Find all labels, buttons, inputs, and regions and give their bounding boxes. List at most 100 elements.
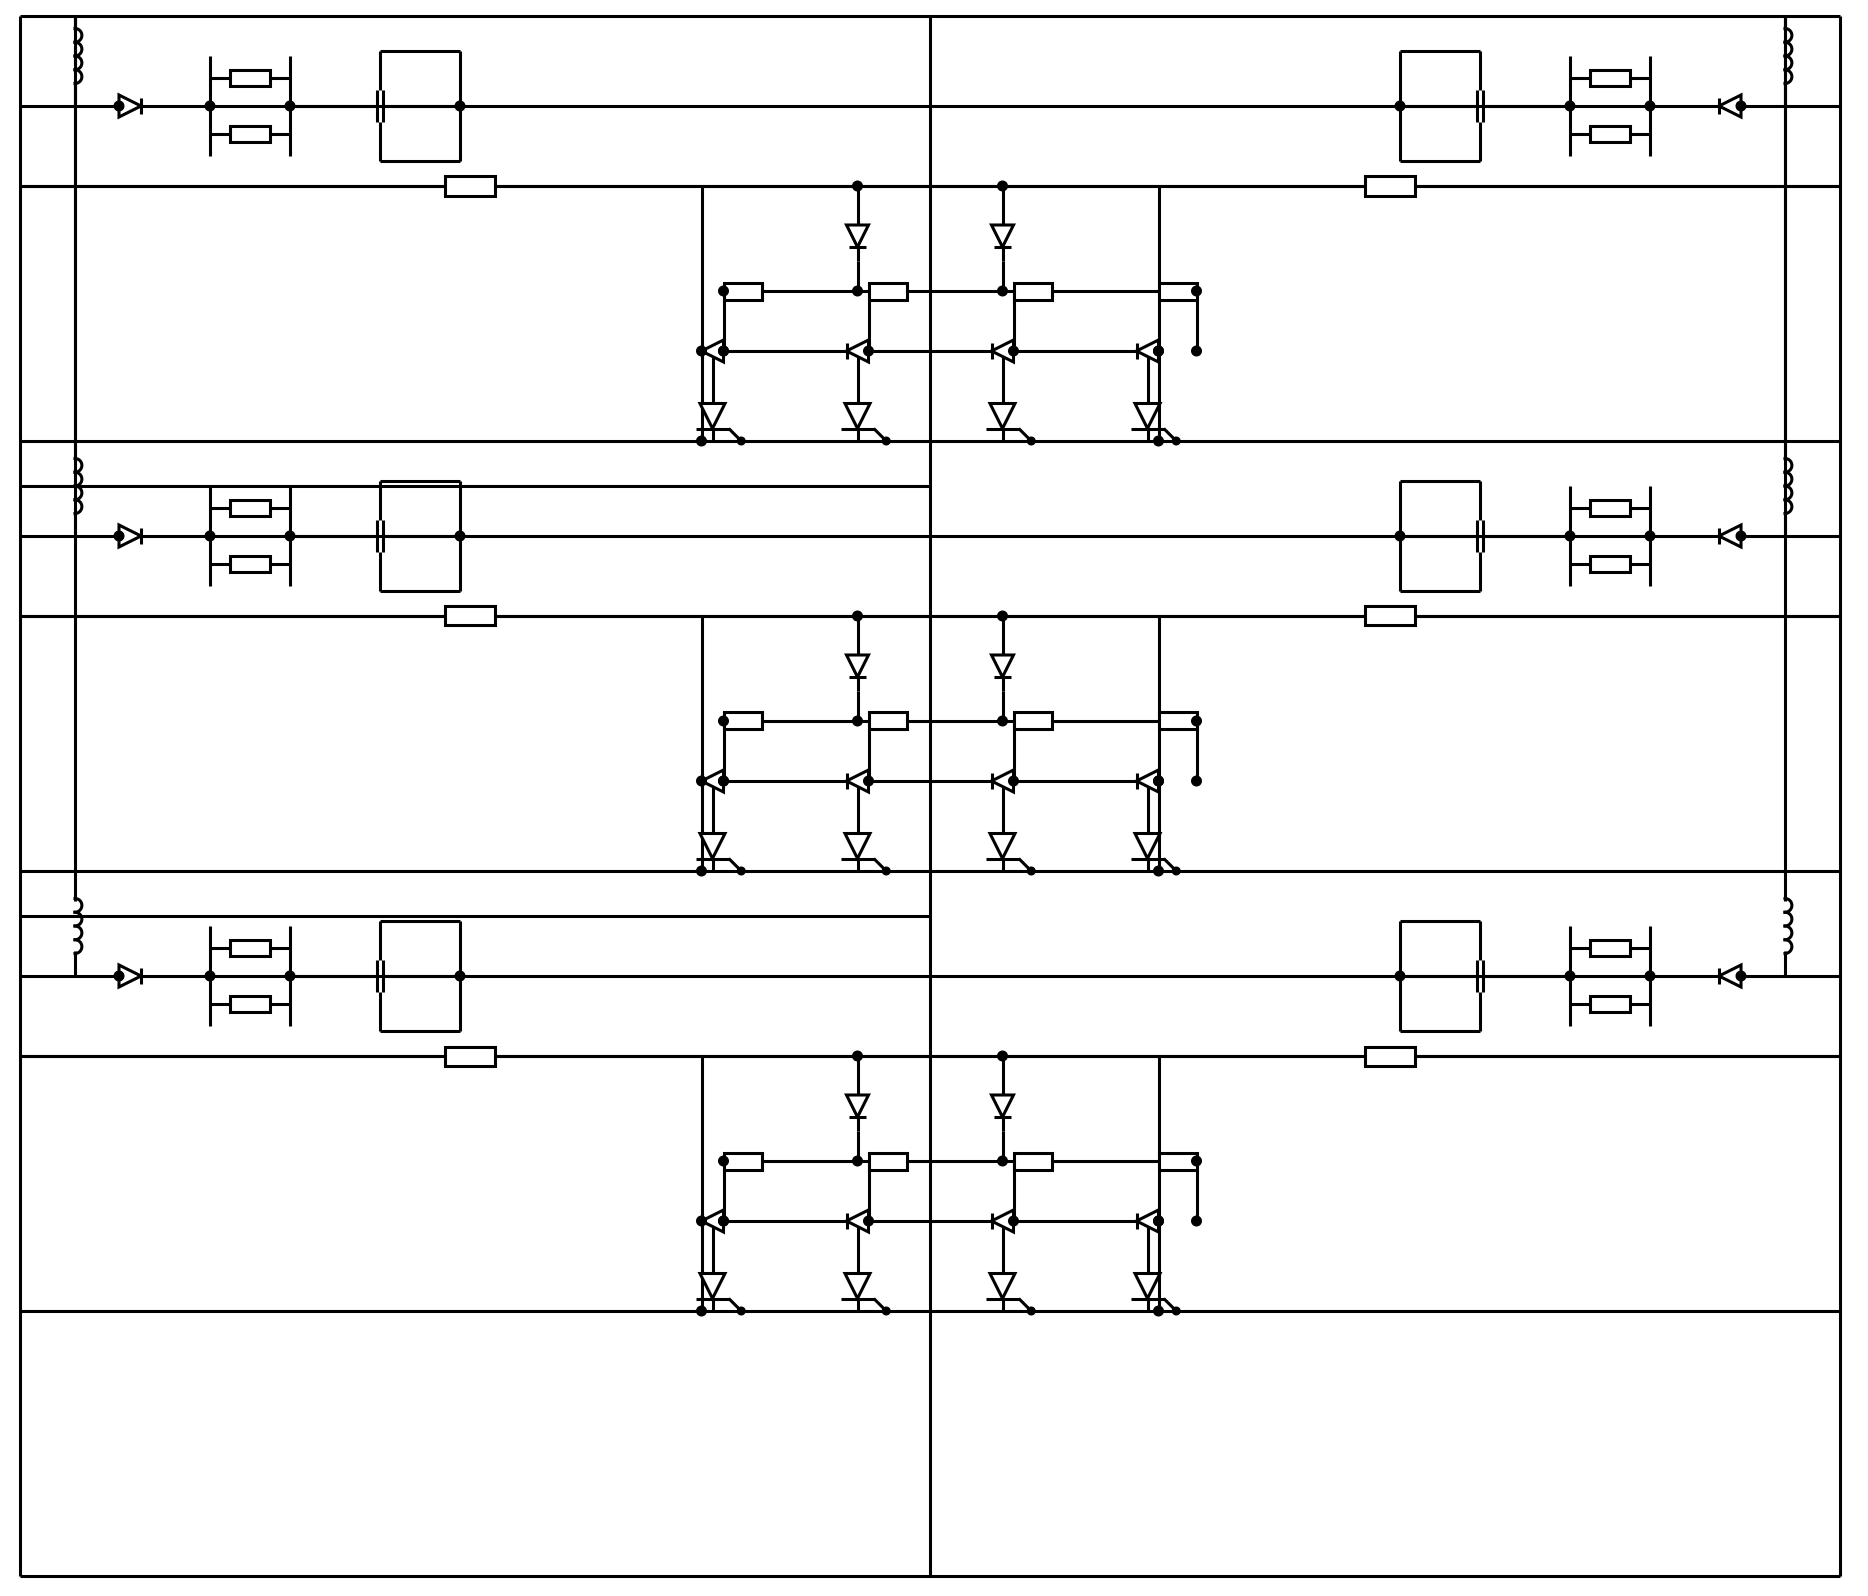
Circle shape bbox=[1154, 1216, 1164, 1226]
Circle shape bbox=[738, 1307, 745, 1315]
Circle shape bbox=[697, 867, 706, 876]
Circle shape bbox=[863, 776, 874, 785]
Polygon shape bbox=[846, 340, 869, 362]
Circle shape bbox=[1027, 1307, 1035, 1315]
Circle shape bbox=[719, 1216, 729, 1226]
Bar bbox=[1590, 555, 1631, 571]
Circle shape bbox=[1154, 436, 1164, 445]
Polygon shape bbox=[1719, 525, 1741, 547]
Polygon shape bbox=[1136, 1274, 1160, 1299]
Polygon shape bbox=[120, 96, 140, 117]
Circle shape bbox=[998, 286, 1007, 295]
Circle shape bbox=[205, 972, 215, 982]
Circle shape bbox=[1192, 1156, 1201, 1165]
Bar bbox=[230, 500, 271, 516]
Polygon shape bbox=[992, 1210, 1014, 1232]
Circle shape bbox=[1009, 1216, 1018, 1226]
Circle shape bbox=[1646, 972, 1655, 982]
Circle shape bbox=[205, 101, 215, 110]
Circle shape bbox=[998, 611, 1007, 621]
Circle shape bbox=[1027, 437, 1035, 445]
Circle shape bbox=[1154, 1216, 1164, 1226]
Circle shape bbox=[852, 717, 863, 726]
Polygon shape bbox=[990, 404, 1014, 428]
Polygon shape bbox=[1136, 404, 1160, 428]
Bar bbox=[445, 177, 495, 195]
Bar bbox=[1590, 500, 1631, 516]
Circle shape bbox=[863, 346, 874, 356]
Polygon shape bbox=[700, 833, 725, 859]
Circle shape bbox=[882, 1307, 889, 1315]
Circle shape bbox=[697, 436, 706, 445]
Circle shape bbox=[719, 776, 729, 785]
Bar bbox=[1590, 996, 1631, 1012]
Circle shape bbox=[852, 182, 863, 192]
Circle shape bbox=[114, 972, 123, 982]
Polygon shape bbox=[846, 225, 869, 247]
Circle shape bbox=[1192, 286, 1201, 295]
Circle shape bbox=[1735, 531, 1747, 541]
Circle shape bbox=[114, 101, 123, 110]
Bar bbox=[1590, 940, 1631, 956]
Bar bbox=[1014, 1152, 1052, 1170]
Polygon shape bbox=[846, 1095, 869, 1117]
Bar bbox=[1158, 282, 1197, 300]
Circle shape bbox=[205, 531, 215, 541]
Polygon shape bbox=[700, 404, 725, 428]
Polygon shape bbox=[1719, 96, 1741, 117]
Circle shape bbox=[1173, 1307, 1181, 1315]
Bar bbox=[1590, 70, 1631, 86]
Polygon shape bbox=[846, 654, 869, 677]
Circle shape bbox=[882, 867, 889, 875]
Circle shape bbox=[1154, 1306, 1164, 1315]
Circle shape bbox=[1173, 867, 1181, 875]
Bar bbox=[723, 712, 762, 729]
Bar bbox=[1366, 1047, 1414, 1066]
Circle shape bbox=[998, 1156, 1007, 1165]
Circle shape bbox=[114, 531, 123, 541]
Bar bbox=[723, 282, 762, 300]
Circle shape bbox=[863, 1216, 874, 1226]
Circle shape bbox=[1027, 867, 1035, 875]
Bar bbox=[1590, 126, 1631, 142]
Polygon shape bbox=[700, 1274, 725, 1299]
Circle shape bbox=[719, 346, 729, 356]
Polygon shape bbox=[844, 404, 870, 428]
Circle shape bbox=[1565, 972, 1575, 982]
Circle shape bbox=[719, 1216, 729, 1226]
Polygon shape bbox=[1136, 1210, 1158, 1232]
Polygon shape bbox=[992, 654, 1014, 677]
Polygon shape bbox=[702, 340, 723, 362]
Circle shape bbox=[1735, 972, 1747, 982]
Bar bbox=[445, 606, 495, 626]
Bar bbox=[445, 1047, 495, 1066]
Bar bbox=[230, 555, 271, 571]
Bar bbox=[723, 1152, 762, 1170]
Polygon shape bbox=[1136, 833, 1160, 859]
Circle shape bbox=[882, 437, 889, 445]
Polygon shape bbox=[702, 1210, 723, 1232]
Circle shape bbox=[1735, 101, 1747, 110]
Polygon shape bbox=[846, 769, 869, 792]
Polygon shape bbox=[1136, 769, 1158, 792]
Polygon shape bbox=[990, 833, 1014, 859]
Circle shape bbox=[1173, 437, 1181, 445]
Bar bbox=[1158, 712, 1197, 729]
Bar bbox=[869, 282, 906, 300]
Polygon shape bbox=[702, 769, 723, 792]
Polygon shape bbox=[992, 1095, 1014, 1117]
Circle shape bbox=[697, 1306, 706, 1315]
Polygon shape bbox=[120, 966, 140, 986]
Polygon shape bbox=[992, 225, 1014, 247]
Circle shape bbox=[1009, 346, 1018, 356]
Circle shape bbox=[719, 1156, 729, 1165]
Circle shape bbox=[852, 286, 863, 295]
Circle shape bbox=[1192, 1216, 1201, 1226]
Circle shape bbox=[719, 717, 729, 726]
Circle shape bbox=[456, 972, 465, 982]
Circle shape bbox=[1646, 101, 1655, 110]
Bar bbox=[1158, 1152, 1197, 1170]
Circle shape bbox=[1395, 101, 1405, 110]
Bar bbox=[869, 712, 906, 729]
Polygon shape bbox=[992, 340, 1014, 362]
